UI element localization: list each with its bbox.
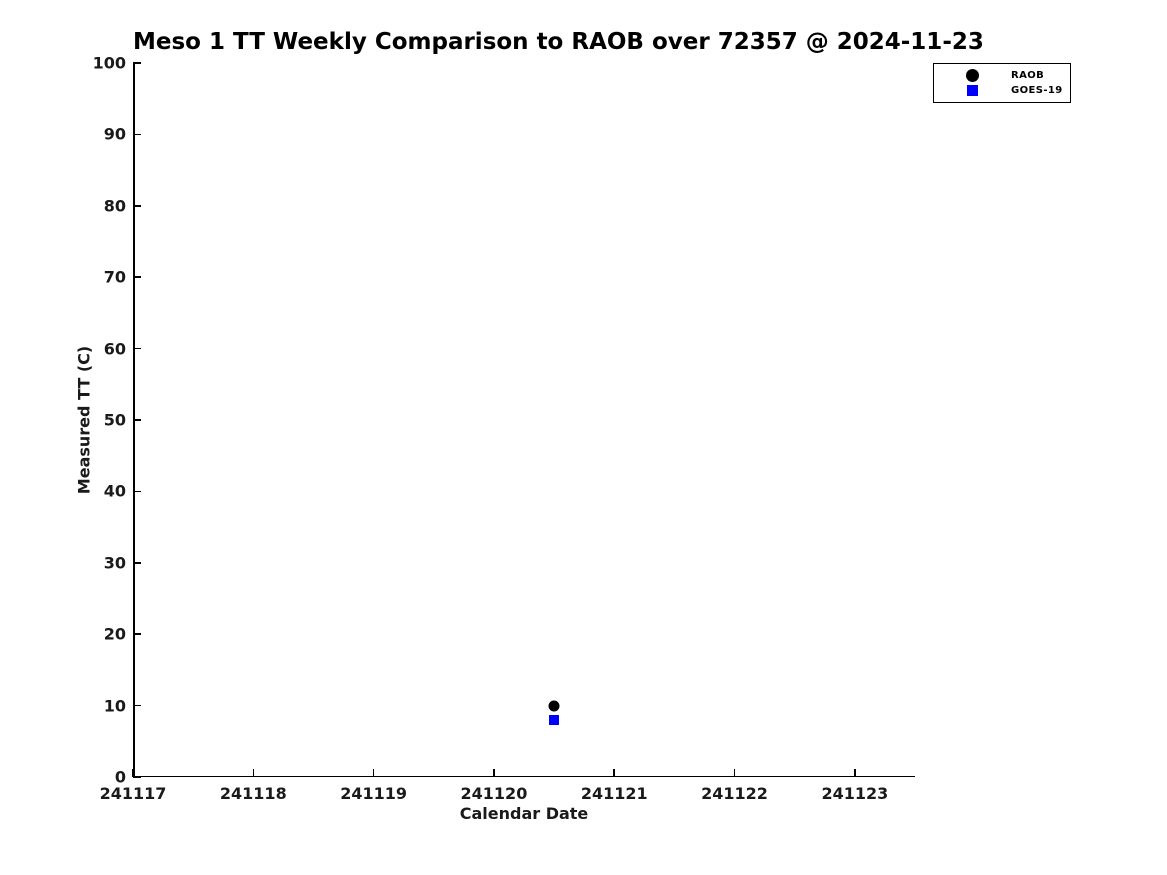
legend-label-raob: RAOB bbox=[1011, 70, 1045, 81]
y-tick-label: 60 bbox=[103, 339, 126, 359]
y-tick-label: 90 bbox=[103, 124, 126, 144]
y-tick-label: 30 bbox=[103, 553, 126, 573]
y-tick bbox=[133, 562, 141, 564]
y-tick bbox=[133, 133, 141, 136]
y-tick bbox=[133, 419, 141, 421]
x-tick-label: 241117 bbox=[99, 784, 167, 803]
x-tick-label: 241122 bbox=[701, 784, 768, 803]
y-tick-label: 70 bbox=[103, 267, 126, 287]
y-tick bbox=[133, 490, 141, 493]
x-tick-label: 241118 bbox=[219, 784, 287, 803]
y-tick-label: 0 bbox=[114, 767, 126, 787]
y-tick bbox=[133, 276, 141, 278]
plot-area: 241117 241118 241119 241120 241121 241122 2411… bbox=[93, 54, 915, 803]
x-tick-label: 241120 bbox=[460, 784, 528, 803]
x-tick bbox=[372, 769, 375, 777]
y-axis-label: Measured TT (C) bbox=[74, 345, 94, 495]
data-point-raob bbox=[548, 700, 560, 712]
y-tick-label: 50 bbox=[103, 410, 126, 430]
x-tick bbox=[493, 769, 495, 777]
legend-label-goes-19: GOES-19 bbox=[1011, 85, 1063, 96]
y-tick-label: 40 bbox=[103, 481, 126, 501]
x-tick-label: 241121 bbox=[580, 784, 648, 803]
x-tick-label: 241123 bbox=[821, 784, 889, 803]
y-tick bbox=[133, 62, 141, 64]
y-tick-label: 10 bbox=[103, 696, 126, 716]
y-tick bbox=[133, 205, 141, 207]
x-tick-label: 241119 bbox=[340, 784, 408, 803]
y-tick bbox=[133, 633, 141, 635]
legend-marker-cell bbox=[934, 85, 1011, 96]
y-tick bbox=[133, 776, 141, 778]
y-tick-label: 100 bbox=[92, 53, 126, 73]
chart-title: Meso 1 TT Weekly Comparison to RAOB over… bbox=[133, 29, 984, 55]
x-tick bbox=[733, 769, 736, 777]
y-tick-label: 20 bbox=[103, 624, 126, 644]
legend-row-goes-19: GOES-19 bbox=[934, 83, 1070, 98]
legend: RAOB GOES-19 bbox=[933, 63, 1071, 103]
legend-row-raob: RAOB bbox=[934, 68, 1070, 83]
x-tick bbox=[132, 769, 134, 777]
data-point-goes-19 bbox=[549, 714, 560, 725]
goes-19-square-icon bbox=[967, 85, 978, 96]
legend-marker-cell bbox=[934, 69, 1011, 82]
x-tick bbox=[613, 769, 615, 777]
raob-circle-icon bbox=[966, 69, 979, 82]
x-axis-spine bbox=[133, 775, 915, 777]
x-tick bbox=[252, 769, 255, 777]
x-axis-label: Calendar Date bbox=[459, 804, 589, 823]
y-tick-label: 80 bbox=[103, 196, 126, 216]
y-tick bbox=[133, 347, 141, 350]
x-tick bbox=[854, 769, 856, 777]
y-tick bbox=[133, 704, 141, 707]
